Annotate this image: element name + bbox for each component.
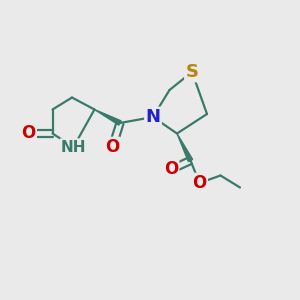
Text: S: S — [185, 63, 199, 81]
Text: O: O — [21, 124, 36, 142]
Text: O: O — [105, 138, 120, 156]
Text: O: O — [164, 160, 178, 178]
Polygon shape — [94, 110, 121, 125]
Text: N: N — [146, 108, 160, 126]
Text: NH: NH — [61, 140, 86, 154]
Polygon shape — [177, 134, 193, 162]
Text: O: O — [192, 174, 207, 192]
